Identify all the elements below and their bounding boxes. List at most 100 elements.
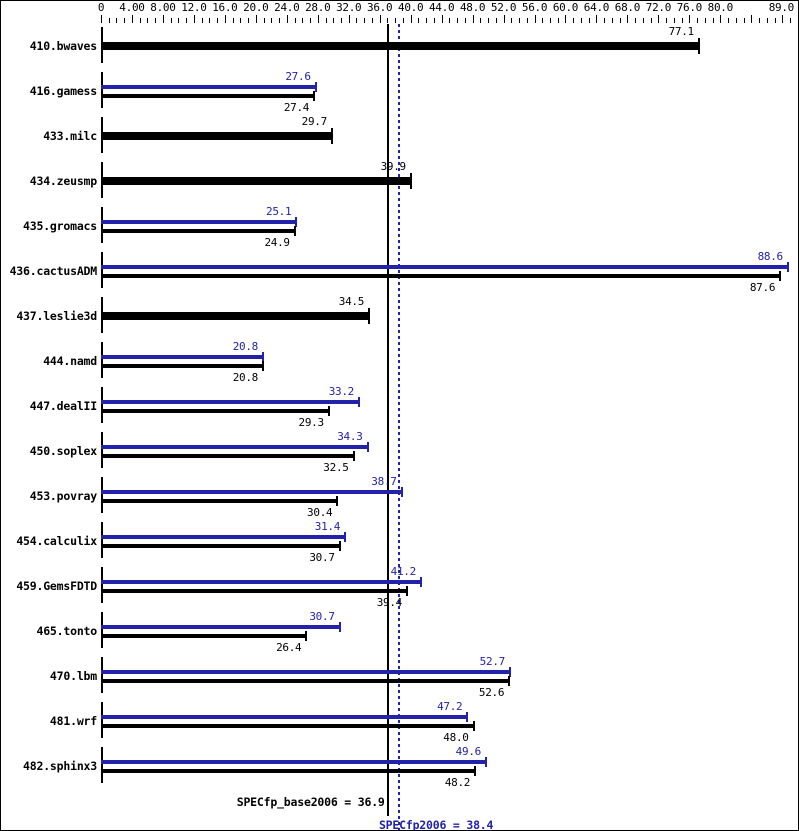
bar-value-label: 31.4	[314, 520, 341, 533]
bar-base	[101, 229, 294, 233]
benchmark-row: 410.bwaves 77.1	[1, 24, 798, 69]
benchmark-name-459-GemsFDTD: 459.GemsFDTD	[16, 579, 97, 593]
axis-tick	[596, 15, 597, 23]
axis-tick	[132, 15, 133, 23]
row-baseline	[101, 702, 103, 738]
x-axis-label-76-0: 76.0	[676, 1, 703, 14]
bar-value-label: 47.2	[437, 700, 463, 713]
bar-combined	[101, 132, 331, 140]
reference-line-base	[387, 24, 389, 816]
bar-endpoint-marker	[294, 226, 296, 236]
bar-value-label: 34.5	[338, 295, 365, 308]
axis-tick	[782, 15, 783, 23]
bar-endpoint-marker	[508, 676, 510, 686]
bar-value-label: 29.7	[301, 115, 328, 128]
axis-tick	[473, 15, 474, 23]
row-baseline	[101, 252, 103, 288]
bar-base	[101, 589, 407, 593]
axis-tick	[511, 18, 512, 23]
footer-peak-summary: SPECfp2006 = 38.4	[378, 818, 494, 831]
axis-tick	[565, 15, 566, 23]
row-baseline	[101, 477, 103, 513]
bar-base	[101, 679, 509, 683]
axis-tick	[790, 18, 791, 23]
bar-endpoint-marker	[787, 262, 789, 272]
axis-tick	[643, 18, 644, 23]
footer-base-summary: SPECfp_base2006 = 36.9	[236, 795, 385, 809]
axis-tick	[465, 18, 466, 23]
axis-tick	[697, 18, 698, 23]
row-baseline	[101, 207, 103, 243]
bar-endpoint-marker	[401, 487, 403, 497]
x-axis-tick-marks	[1, 15, 798, 24]
x-axis-label-24-0: 24.0	[274, 1, 300, 14]
bar-endpoint-marker	[367, 442, 369, 452]
x-axis-label-89-0: 89.0	[768, 1, 795, 14]
bar-value-label: 25.1	[266, 205, 292, 218]
bar-endpoint-marker	[474, 766, 476, 776]
bar-endpoint-marker	[466, 712, 468, 722]
bar-value-label: 48.0	[443, 731, 469, 744]
benchmark-name-416-gamess: 416.gamess	[29, 84, 97, 98]
x-axis-label-28-0: 28.0	[305, 1, 331, 14]
bar-value-label: 26.4	[276, 641, 302, 654]
benchmark-row: 482.sphinx3 49.6 48.2	[1, 744, 798, 789]
axis-tick	[705, 18, 706, 23]
bar-base	[101, 769, 475, 773]
axis-tick	[759, 18, 760, 23]
benchmark-row: 444.namd 20.8 20.8	[1, 339, 798, 384]
bar-value-label: 20.8	[232, 340, 259, 353]
bar-peak	[101, 490, 401, 494]
bar-endpoint-marker	[368, 308, 370, 324]
bar-value-label: 34.3	[337, 430, 363, 443]
axis-tick	[666, 18, 667, 23]
bar-value-label: 30.7	[309, 610, 335, 623]
axis-tick	[109, 18, 110, 23]
axis-tick	[333, 18, 334, 23]
benchmark-name-450-soplex: 450.soplex	[29, 444, 97, 458]
row-baseline	[101, 747, 103, 783]
axis-tick	[488, 18, 489, 23]
bar-endpoint-marker	[328, 406, 330, 416]
benchmark-row: 465.tonto 30.7 26.4	[1, 609, 798, 654]
bar-peak	[101, 625, 339, 629]
axis-tick	[457, 18, 458, 23]
axis-tick	[372, 18, 373, 23]
benchmark-row: 450.soplex 34.3 32.5	[1, 429, 798, 474]
x-axis-label-0: 0	[97, 1, 105, 14]
axis-tick	[720, 15, 721, 23]
axis-tick	[271, 18, 272, 23]
bar-endpoint-marker	[262, 352, 264, 362]
benchmark-row: 453.povray 38.7 30.4	[1, 474, 798, 519]
axis-tick	[302, 18, 303, 23]
axis-tick	[403, 18, 404, 23]
bar-base	[101, 94, 314, 98]
axis-tick	[155, 18, 156, 23]
bar-value-label: 39.9	[380, 160, 407, 173]
benchmark-name-465-tonto: 465.tonto	[36, 624, 97, 638]
axis-tick	[736, 18, 737, 23]
bar-value-label: 27.6	[285, 70, 311, 83]
axis-tick	[535, 15, 536, 23]
bar-combined	[101, 177, 410, 185]
axis-tick	[147, 18, 148, 23]
benchmark-row: 435.gromacs 25.1 24.9	[1, 204, 798, 249]
bar-endpoint-marker	[779, 271, 781, 281]
axis-tick	[256, 15, 257, 23]
benchmark-name-434-zeusmp: 434.zeusmp	[29, 174, 97, 188]
axis-tick	[480, 18, 481, 23]
bar-base	[101, 634, 306, 638]
axis-tick	[775, 18, 776, 23]
x-axis-label-40-0: 40.0	[398, 1, 424, 14]
axis-tick	[217, 18, 218, 23]
bar-value-label: 33.2	[328, 385, 355, 398]
axis-tick	[713, 18, 714, 23]
bar-value-label: 49.6	[455, 745, 482, 758]
bar-peak	[101, 265, 787, 269]
axis-tick	[387, 18, 388, 23]
benchmark-name-447-dealII: 447.dealII	[29, 399, 97, 413]
bar-value-label: 32.5	[323, 461, 349, 474]
benchmark-name-410-bwaves: 410.bwaves	[29, 39, 97, 53]
bar-combined	[101, 312, 369, 320]
